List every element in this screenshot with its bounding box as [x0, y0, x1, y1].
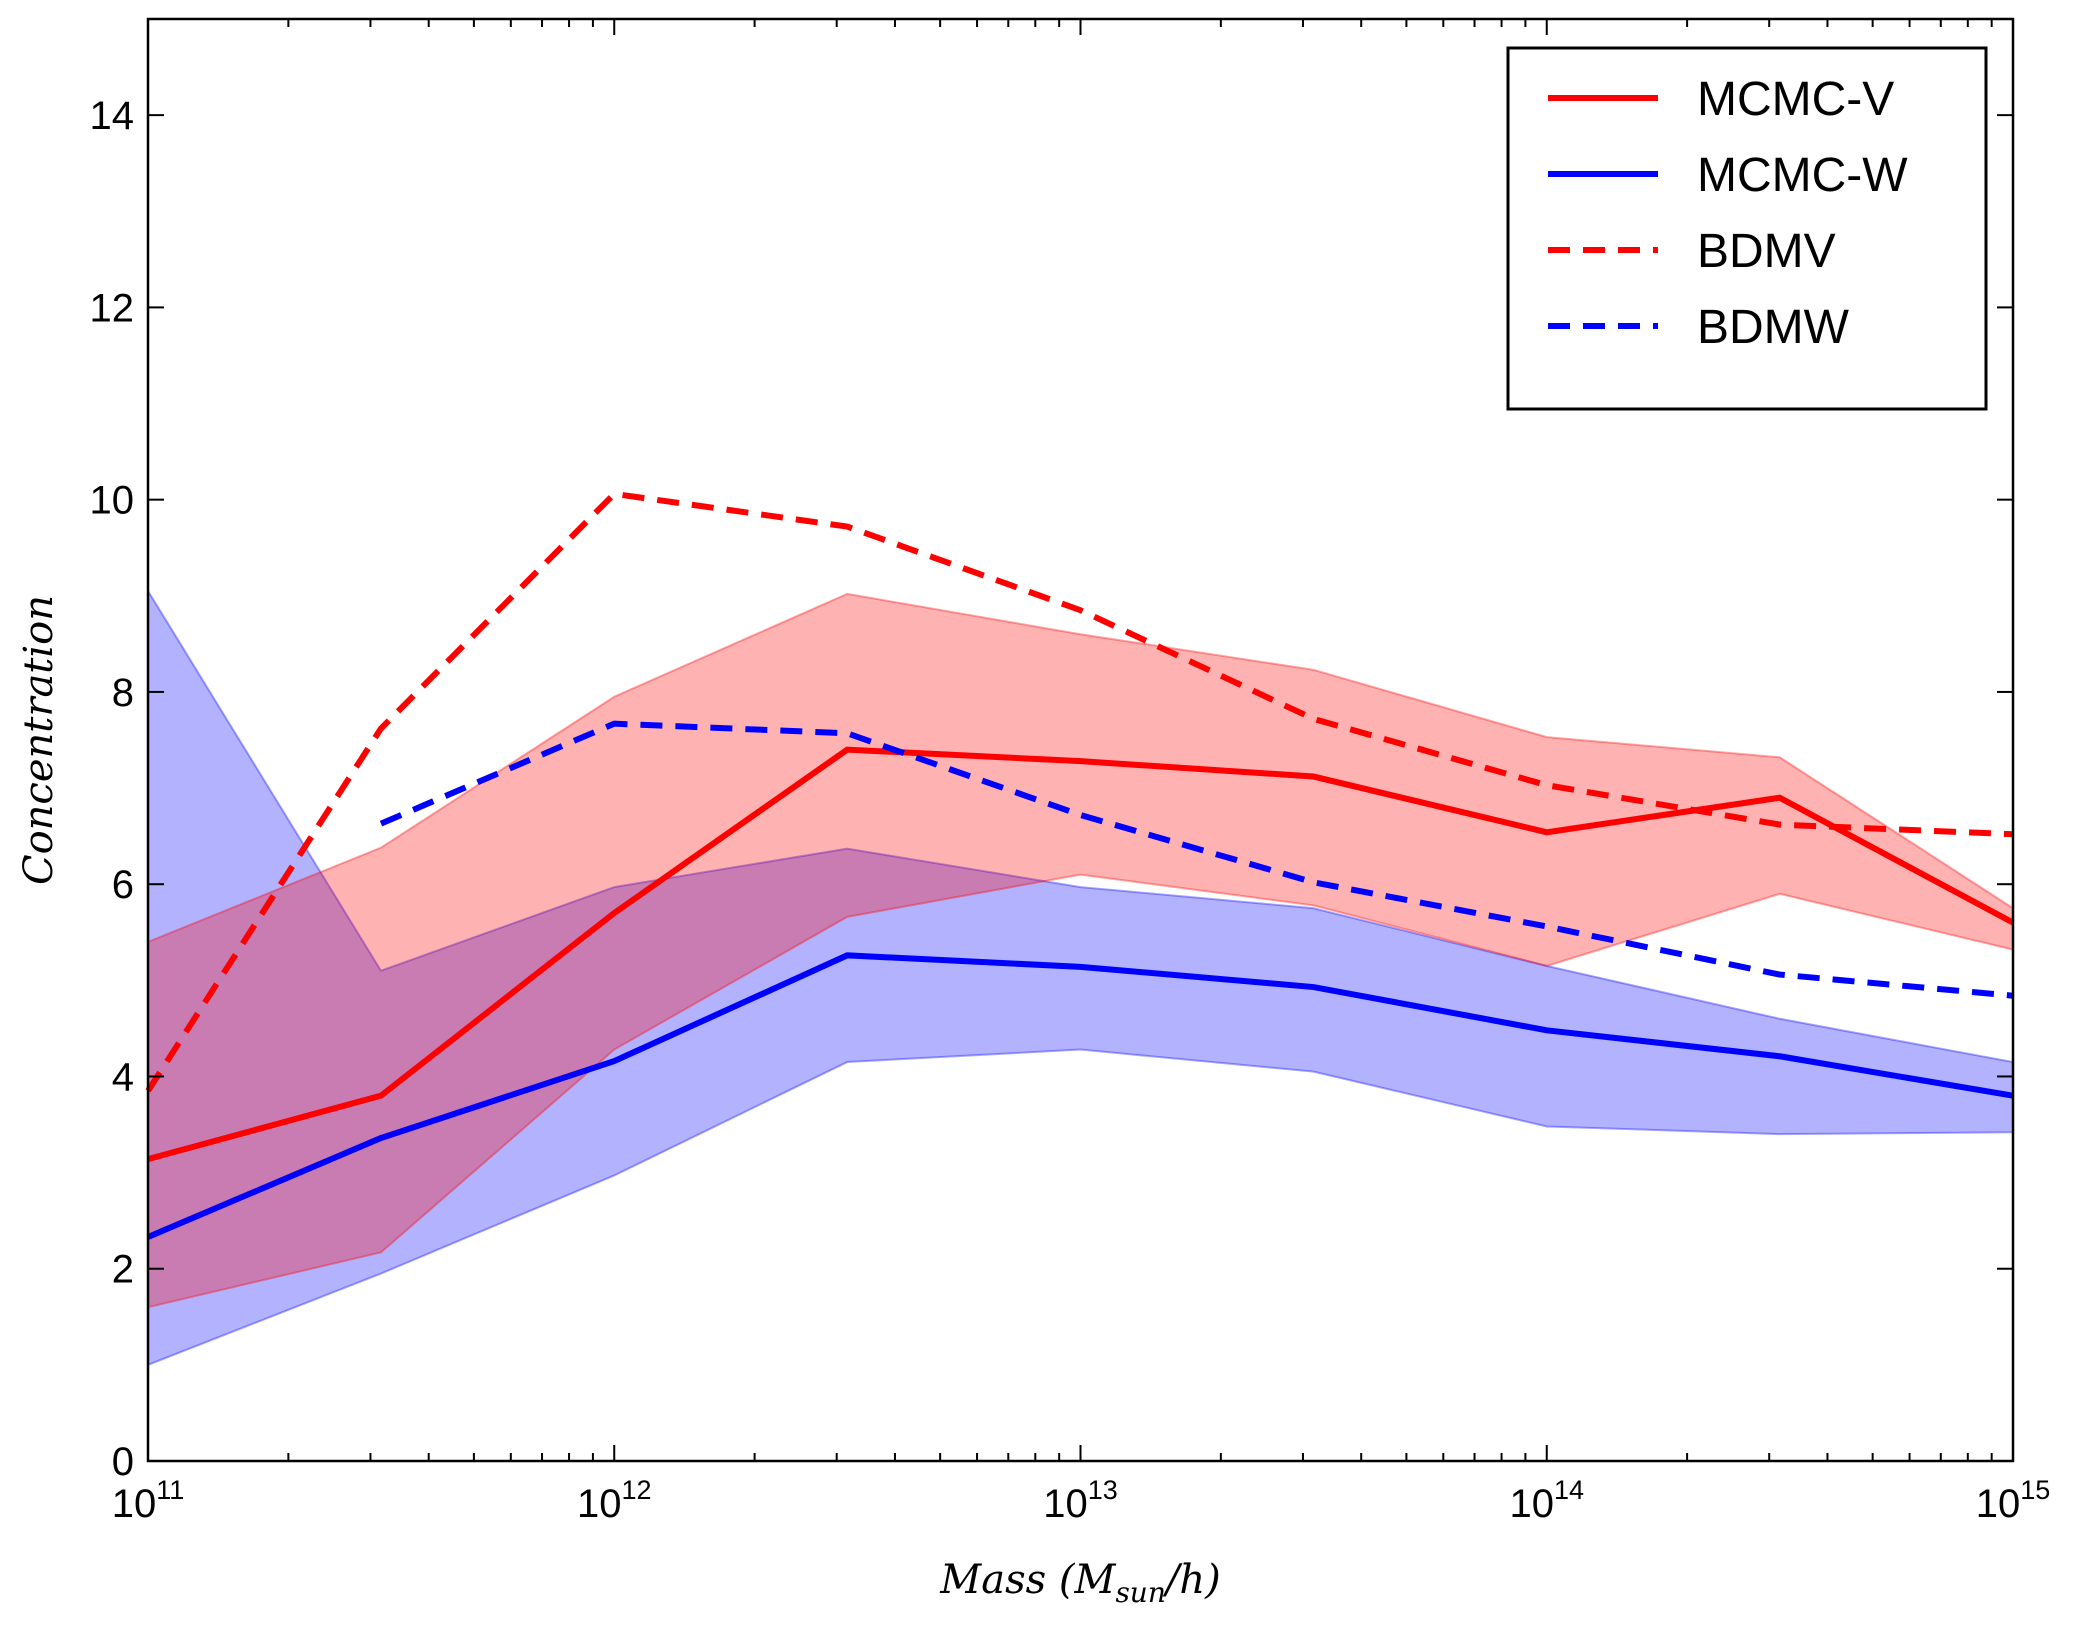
confidence-bands — [147, 587, 2014, 1367]
legend-label-mcmc-w: MCMC-W — [1697, 149, 1908, 202]
y-tick-label: 8 — [112, 671, 134, 715]
x-tick-labels: 1011 1012 1013 1014 1015 — [112, 1475, 2051, 1526]
y-tick-label: 10 — [90, 479, 135, 523]
y-tick-label: 6 — [112, 863, 134, 907]
series-line-mcmc-w — [146, 952, 2014, 1240]
axis-ticks — [147, 19, 2014, 1462]
legend-box — [1506, 46, 1988, 411]
y-tick-label: 0 — [112, 1440, 134, 1484]
y-axis-label: Concentration — [16, 595, 62, 885]
legend-label-bdmw: BDMW — [1697, 301, 1850, 354]
legend-label-bdmv: BDMV — [1697, 225, 1836, 278]
x-axis-label: Mass (Msun/h) — [939, 1557, 1220, 1609]
y-tick-label: 12 — [90, 286, 135, 330]
y-tick-label: 2 — [112, 1248, 134, 1292]
series-line-bdmw — [379, 720, 2014, 999]
x-tick-label: 1014 — [1509, 1475, 1584, 1526]
x-tick-label: 1011 — [112, 1475, 185, 1526]
y-tick-label: 14 — [90, 94, 135, 138]
legend-label-mcmc-v: MCMC-V — [1697, 73, 1894, 126]
x-tick-label: 1012 — [577, 1475, 652, 1526]
x-tick-label: 1013 — [1043, 1475, 1118, 1526]
y-tick-labels: 0 2 4 6 8 10 12 14 — [90, 94, 135, 1484]
series-line-bdmv — [145, 490, 2014, 1093]
x-tick-label: 1015 — [1976, 1475, 2051, 1526]
legend: MCMC-V MCMC-W BDMV BDMW — [1506, 46, 1988, 411]
y-tick-label: 4 — [112, 1055, 134, 1099]
series-lines — [145, 490, 2015, 1240]
